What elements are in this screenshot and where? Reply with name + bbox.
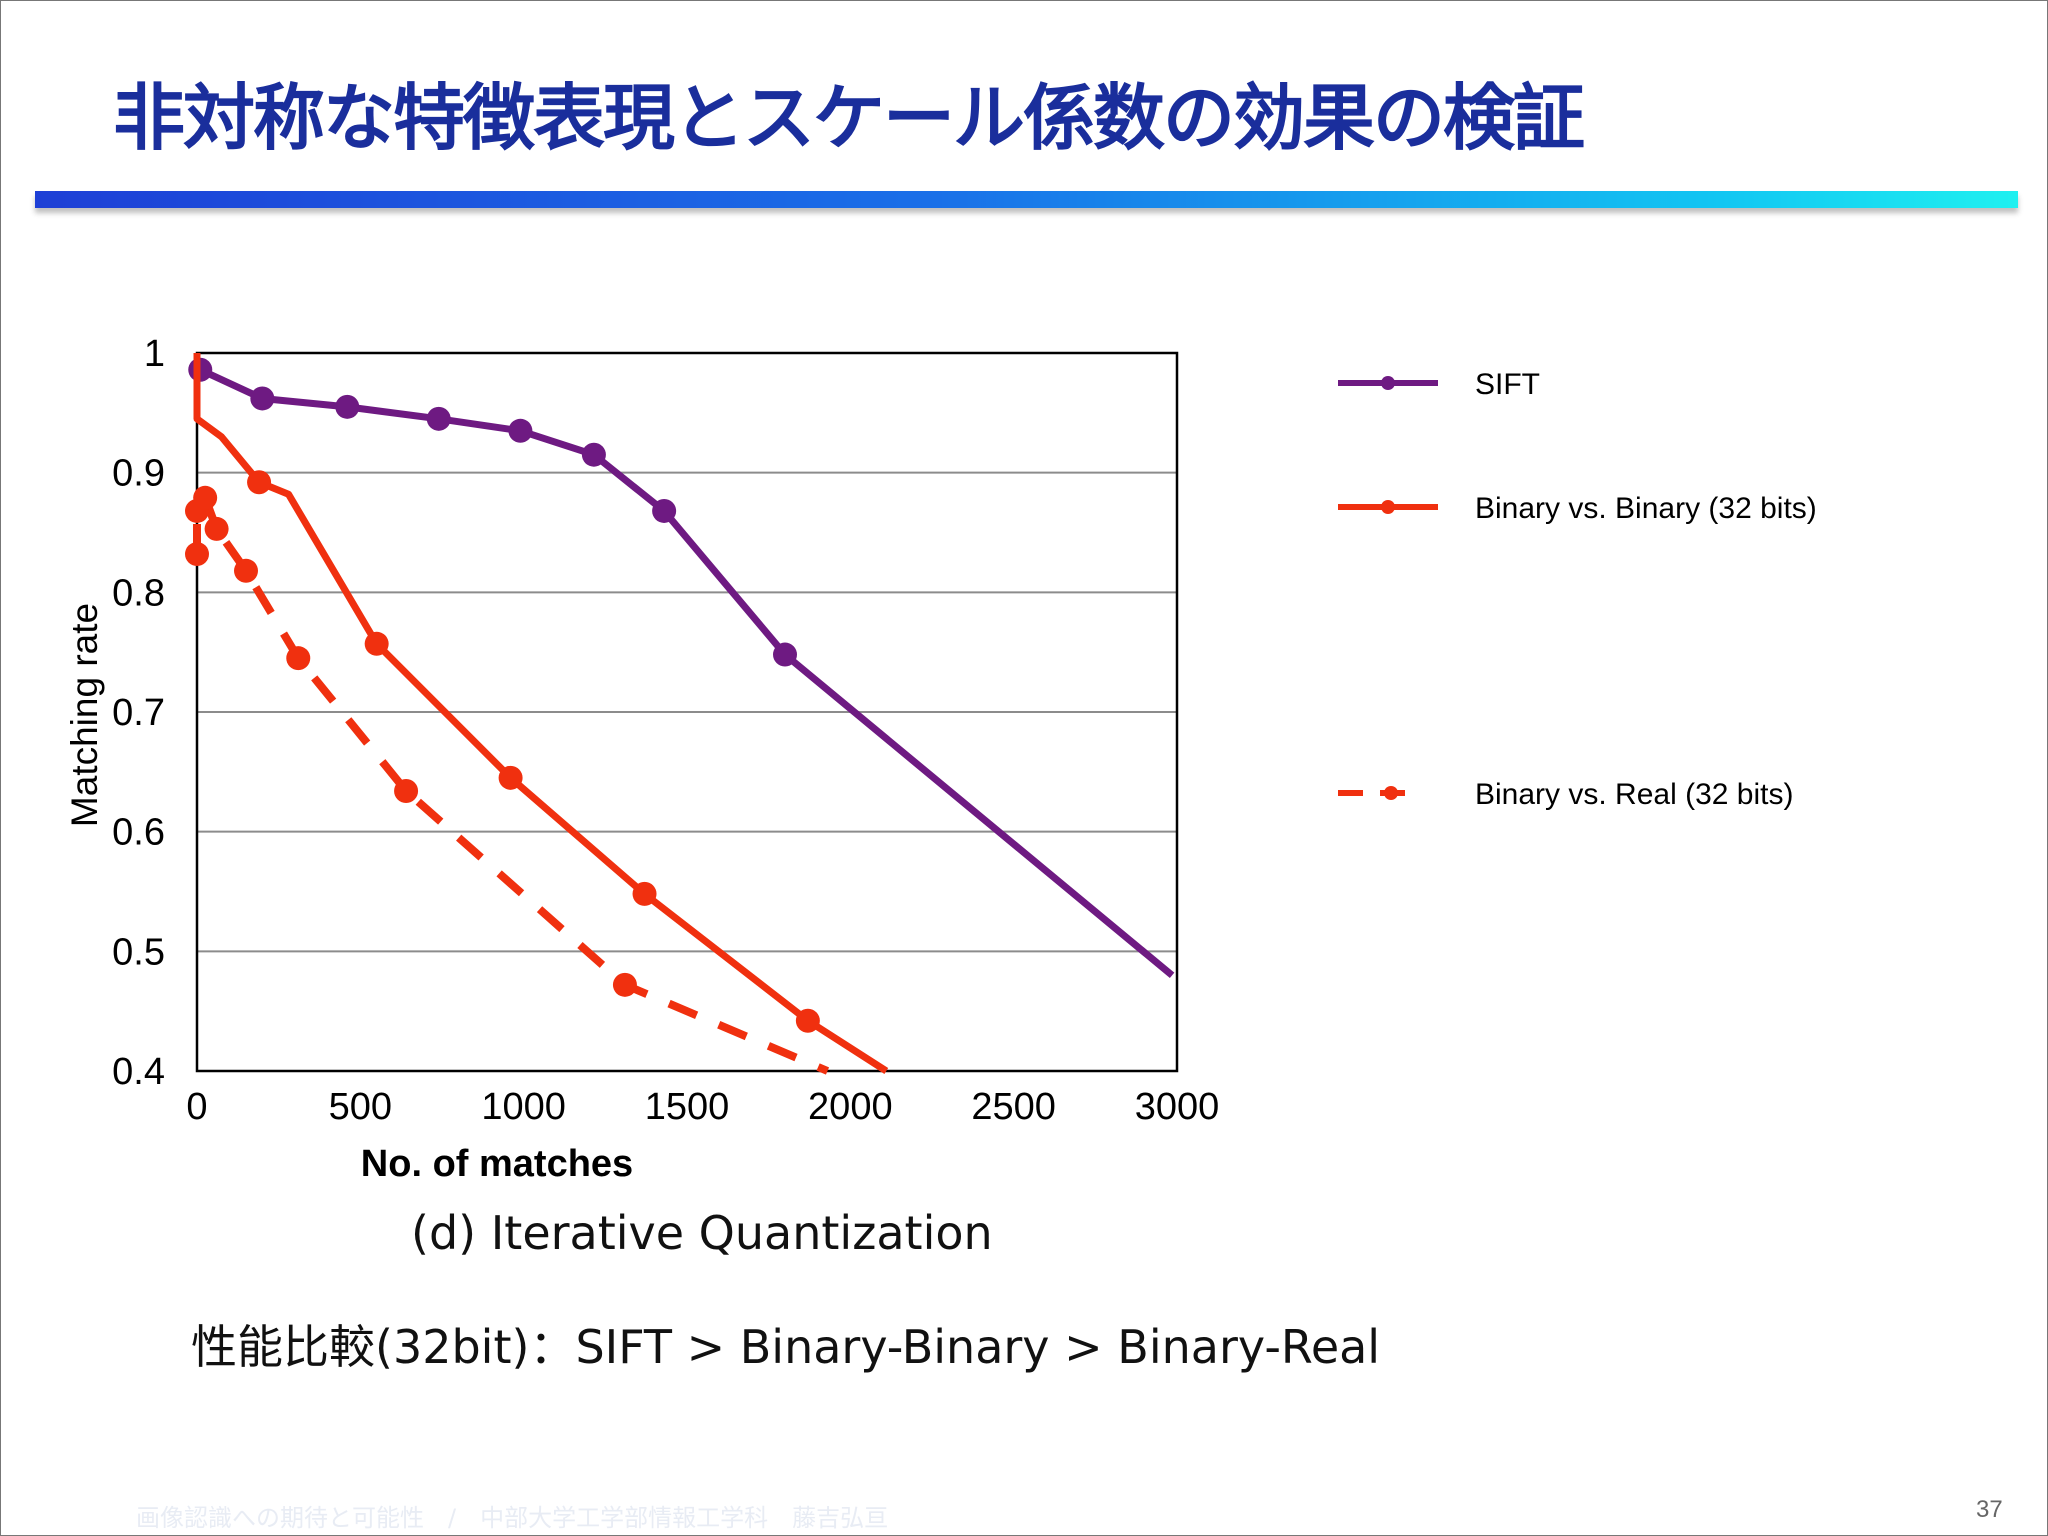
data-point	[426, 406, 451, 431]
series-line	[193, 353, 889, 1074]
legend-swatch-marker	[1381, 500, 1395, 514]
grid-lines	[197, 471, 1177, 953]
data-point	[508, 418, 533, 443]
data-point	[234, 558, 258, 583]
page-number: 37	[1976, 1496, 2003, 1523]
legend-swatch-marker	[1384, 786, 1398, 800]
data-point	[364, 631, 389, 656]
x-tick-label: 2000	[808, 1086, 893, 1128]
x-tick-label: 0	[186, 1086, 207, 1128]
series-line	[193, 493, 830, 1075]
legend-label: SIFT	[1475, 368, 1540, 401]
y-tick-label: 0.7	[112, 692, 165, 734]
data-point	[773, 642, 797, 667]
slide-title: 非対称な特徴表現とスケール係数の効果の検証	[113, 76, 1585, 160]
x-tick-label: 500	[329, 1086, 392, 1128]
legend-item: Binary vs. Binary (32 bits)	[1338, 492, 1817, 525]
x-tick-label: 1000	[481, 1086, 566, 1128]
y-tick-label: 0.9	[112, 453, 165, 495]
legend: SIFT Binary vs. Binary (32 bits) Binary vs…	[1338, 368, 1817, 811]
series-binary-vs-binary-32-bits	[193, 353, 889, 1074]
data-point	[394, 778, 419, 803]
chart-caption: (d) Iterative Quantization	[411, 1206, 993, 1260]
data-point	[612, 972, 637, 997]
legend-label: Binary vs. Real (32 bits)	[1475, 778, 1793, 811]
data-point	[247, 470, 272, 495]
plot-frame	[195, 351, 1179, 1073]
y-tick-label: 0.6	[112, 812, 165, 854]
series-line	[198, 366, 1175, 978]
series-layer	[185, 353, 1175, 1075]
data-point	[652, 498, 677, 523]
data-point	[632, 881, 657, 906]
matching-rate-chart: 0 500 1000 1500 2000 2500 3000 1 0.9 0.8 0.7 0.6 0.5…	[64, 333, 1817, 1185]
series-binary-vs-real-32-bits	[185, 485, 830, 1075]
data-point	[498, 765, 523, 790]
data-point	[204, 516, 229, 541]
x-tick-label: 3000	[1135, 1086, 1220, 1128]
data-point	[335, 394, 360, 419]
series-sift	[188, 357, 1175, 978]
y-axis-label: Matching rate	[64, 603, 105, 827]
data-point	[250, 386, 275, 411]
y-tick-label: 0.8	[112, 572, 165, 614]
x-axis-label: No. of matches	[361, 1143, 633, 1185]
y-tick-label: 0.4	[112, 1051, 165, 1093]
y-tick-label: 0.5	[112, 931, 165, 973]
legend-item: Binary vs. Real (32 bits)	[1338, 778, 1793, 811]
legend-item: SIFT	[1338, 368, 1540, 401]
x-tick-label: 1500	[645, 1086, 730, 1128]
data-point	[185, 542, 209, 567]
legend-swatch-marker	[1381, 376, 1395, 390]
x-tick-label: 2500	[971, 1086, 1056, 1128]
data-point	[581, 442, 606, 467]
tick-labels: 0 500 1000 1500 2000 2500 3000 1 0.9 0.8 0.7 0.6 0.5…	[112, 333, 1219, 1128]
comparison-note: 性能比較(32bit)：SIFT > Binary-Binary > Binar…	[191, 1320, 1381, 1374]
data-point	[795, 1008, 820, 1033]
data-point	[286, 646, 311, 671]
footer-text: 画像認識への期待と可能性 / 中部大学工学部情報工学科 藤吉弘亘	[136, 1504, 889, 1532]
title-gradient-bar	[35, 191, 2018, 208]
y-tick-label: 1	[144, 333, 165, 375]
data-point	[193, 485, 218, 510]
legend-label: Binary vs. Binary (32 bits)	[1475, 492, 1817, 525]
